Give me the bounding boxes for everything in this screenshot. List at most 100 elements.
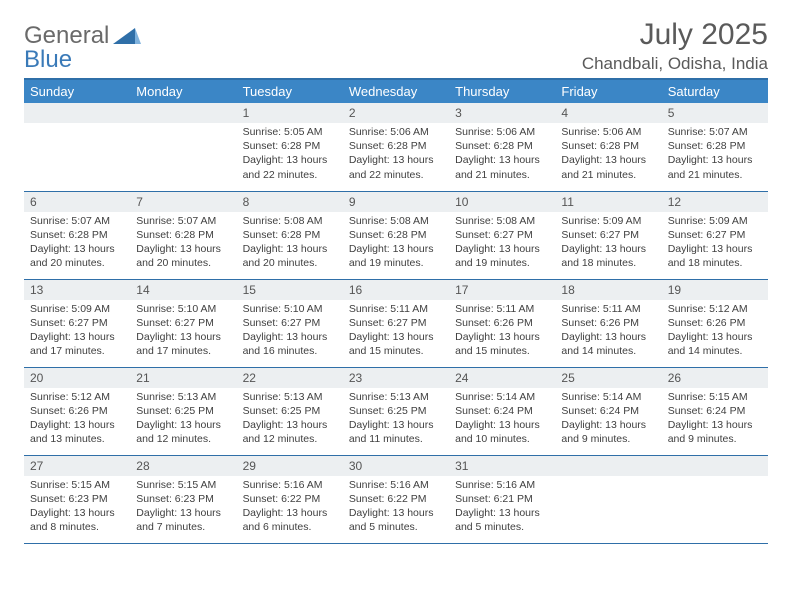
brand-triangle-icon <box>113 26 141 48</box>
calendar-week-row: 27Sunrise: 5:15 AMSunset: 6:23 PMDayligh… <box>24 455 768 543</box>
day-details: Sunrise: 5:13 AMSunset: 6:25 PMDaylight:… <box>130 388 236 451</box>
calendar-day-cell: 25Sunrise: 5:14 AMSunset: 6:24 PMDayligh… <box>555 367 661 455</box>
header: General Blue July 2025 Chandbali, Odisha… <box>24 18 768 74</box>
day-number: 19 <box>662 280 768 300</box>
calendar-day-cell: 19Sunrise: 5:12 AMSunset: 6:26 PMDayligh… <box>662 279 768 367</box>
day-number: 21 <box>130 368 236 388</box>
calendar-day-cell: 16Sunrise: 5:11 AMSunset: 6:27 PMDayligh… <box>343 279 449 367</box>
day-details <box>555 476 661 482</box>
calendar-day-cell: 14Sunrise: 5:10 AMSunset: 6:27 PMDayligh… <box>130 279 236 367</box>
location-label: Chandbali, Odisha, India <box>582 54 768 74</box>
day-details: Sunrise: 5:15 AMSunset: 6:24 PMDaylight:… <box>662 388 768 451</box>
day-details: Sunrise: 5:08 AMSunset: 6:28 PMDaylight:… <box>343 212 449 275</box>
calendar-day-cell: 3Sunrise: 5:06 AMSunset: 6:28 PMDaylight… <box>449 103 555 191</box>
calendar-day-cell: 23Sunrise: 5:13 AMSunset: 6:25 PMDayligh… <box>343 367 449 455</box>
day-number: 15 <box>237 280 343 300</box>
day-details <box>24 123 130 129</box>
calendar-day-cell: 30Sunrise: 5:16 AMSunset: 6:22 PMDayligh… <box>343 455 449 543</box>
day-number: 22 <box>237 368 343 388</box>
calendar-day-cell: 21Sunrise: 5:13 AMSunset: 6:25 PMDayligh… <box>130 367 236 455</box>
calendar-day-cell <box>662 455 768 543</box>
day-number: 17 <box>449 280 555 300</box>
calendar-day-cell: 4Sunrise: 5:06 AMSunset: 6:28 PMDaylight… <box>555 103 661 191</box>
calendar-week-row: 13Sunrise: 5:09 AMSunset: 6:27 PMDayligh… <box>24 279 768 367</box>
day-details: Sunrise: 5:07 AMSunset: 6:28 PMDaylight:… <box>662 123 768 186</box>
calendar-day-cell: 13Sunrise: 5:09 AMSunset: 6:27 PMDayligh… <box>24 279 130 367</box>
day-number: 3 <box>449 103 555 123</box>
day-number: 7 <box>130 192 236 212</box>
day-details: Sunrise: 5:07 AMSunset: 6:28 PMDaylight:… <box>130 212 236 275</box>
calendar-day-cell: 6Sunrise: 5:07 AMSunset: 6:28 PMDaylight… <box>24 191 130 279</box>
day-number: 14 <box>130 280 236 300</box>
brand-text: General Blue <box>24 24 109 72</box>
day-number: 29 <box>237 456 343 476</box>
calendar-day-cell <box>555 455 661 543</box>
calendar-day-cell: 8Sunrise: 5:08 AMSunset: 6:28 PMDaylight… <box>237 191 343 279</box>
calendar-day-cell: 9Sunrise: 5:08 AMSunset: 6:28 PMDaylight… <box>343 191 449 279</box>
calendar-day-cell: 17Sunrise: 5:11 AMSunset: 6:26 PMDayligh… <box>449 279 555 367</box>
day-details <box>130 123 236 129</box>
calendar-day-cell <box>24 103 130 191</box>
day-number: 13 <box>24 280 130 300</box>
day-number: 1 <box>237 103 343 123</box>
day-details: Sunrise: 5:06 AMSunset: 6:28 PMDaylight:… <box>555 123 661 186</box>
weekday-header: Saturday <box>662 80 768 103</box>
calendar-day-cell: 5Sunrise: 5:07 AMSunset: 6:28 PMDaylight… <box>662 103 768 191</box>
day-number <box>130 103 236 123</box>
day-number: 23 <box>343 368 449 388</box>
day-number: 8 <box>237 192 343 212</box>
calendar-day-cell: 11Sunrise: 5:09 AMSunset: 6:27 PMDayligh… <box>555 191 661 279</box>
day-details: Sunrise: 5:13 AMSunset: 6:25 PMDaylight:… <box>237 388 343 451</box>
calendar-day-cell: 28Sunrise: 5:15 AMSunset: 6:23 PMDayligh… <box>130 455 236 543</box>
day-details: Sunrise: 5:11 AMSunset: 6:26 PMDaylight:… <box>449 300 555 363</box>
calendar-day-cell: 1Sunrise: 5:05 AMSunset: 6:28 PMDaylight… <box>237 103 343 191</box>
day-number: 31 <box>449 456 555 476</box>
calendar-week-row: 1Sunrise: 5:05 AMSunset: 6:28 PMDaylight… <box>24 103 768 191</box>
day-details: Sunrise: 5:06 AMSunset: 6:28 PMDaylight:… <box>343 123 449 186</box>
calendar-body: 1Sunrise: 5:05 AMSunset: 6:28 PMDaylight… <box>24 103 768 543</box>
calendar-day-cell: 31Sunrise: 5:16 AMSunset: 6:21 PMDayligh… <box>449 455 555 543</box>
day-details: Sunrise: 5:09 AMSunset: 6:27 PMDaylight:… <box>662 212 768 275</box>
page: General Blue July 2025 Chandbali, Odisha… <box>0 0 792 544</box>
day-number <box>555 456 661 476</box>
day-number: 27 <box>24 456 130 476</box>
day-number: 16 <box>343 280 449 300</box>
day-details: Sunrise: 5:14 AMSunset: 6:24 PMDaylight:… <box>449 388 555 451</box>
brand-logo: General Blue <box>24 18 141 72</box>
day-details: Sunrise: 5:05 AMSunset: 6:28 PMDaylight:… <box>237 123 343 186</box>
weekday-header: Wednesday <box>343 80 449 103</box>
day-details: Sunrise: 5:07 AMSunset: 6:28 PMDaylight:… <box>24 212 130 275</box>
day-details: Sunrise: 5:11 AMSunset: 6:26 PMDaylight:… <box>555 300 661 363</box>
day-number: 24 <box>449 368 555 388</box>
day-number: 12 <box>662 192 768 212</box>
day-details: Sunrise: 5:16 AMSunset: 6:21 PMDaylight:… <box>449 476 555 539</box>
day-details: Sunrise: 5:12 AMSunset: 6:26 PMDaylight:… <box>24 388 130 451</box>
day-number <box>24 103 130 123</box>
day-number: 6 <box>24 192 130 212</box>
calendar-day-cell: 26Sunrise: 5:15 AMSunset: 6:24 PMDayligh… <box>662 367 768 455</box>
day-details: Sunrise: 5:10 AMSunset: 6:27 PMDaylight:… <box>237 300 343 363</box>
day-details: Sunrise: 5:14 AMSunset: 6:24 PMDaylight:… <box>555 388 661 451</box>
day-details: Sunrise: 5:13 AMSunset: 6:25 PMDaylight:… <box>343 388 449 451</box>
calendar-day-cell: 20Sunrise: 5:12 AMSunset: 6:26 PMDayligh… <box>24 367 130 455</box>
calendar-day-cell: 24Sunrise: 5:14 AMSunset: 6:24 PMDayligh… <box>449 367 555 455</box>
day-number <box>662 456 768 476</box>
day-details: Sunrise: 5:09 AMSunset: 6:27 PMDaylight:… <box>555 212 661 275</box>
day-number: 9 <box>343 192 449 212</box>
calendar-day-cell: 29Sunrise: 5:16 AMSunset: 6:22 PMDayligh… <box>237 455 343 543</box>
weekday-header: Thursday <box>449 80 555 103</box>
weekday-header: Friday <box>555 80 661 103</box>
weekday-header: Monday <box>130 80 236 103</box>
day-number: 28 <box>130 456 236 476</box>
weekday-header-row: SundayMondayTuesdayWednesdayThursdayFrid… <box>24 80 768 103</box>
calendar-day-cell <box>130 103 236 191</box>
day-details: Sunrise: 5:16 AMSunset: 6:22 PMDaylight:… <box>343 476 449 539</box>
day-details <box>662 476 768 482</box>
day-number: 10 <box>449 192 555 212</box>
day-details: Sunrise: 5:11 AMSunset: 6:27 PMDaylight:… <box>343 300 449 363</box>
day-details: Sunrise: 5:09 AMSunset: 6:27 PMDaylight:… <box>24 300 130 363</box>
day-number: 25 <box>555 368 661 388</box>
day-number: 30 <box>343 456 449 476</box>
brand-name-b: Blue <box>24 46 72 73</box>
weekday-header: Tuesday <box>237 80 343 103</box>
